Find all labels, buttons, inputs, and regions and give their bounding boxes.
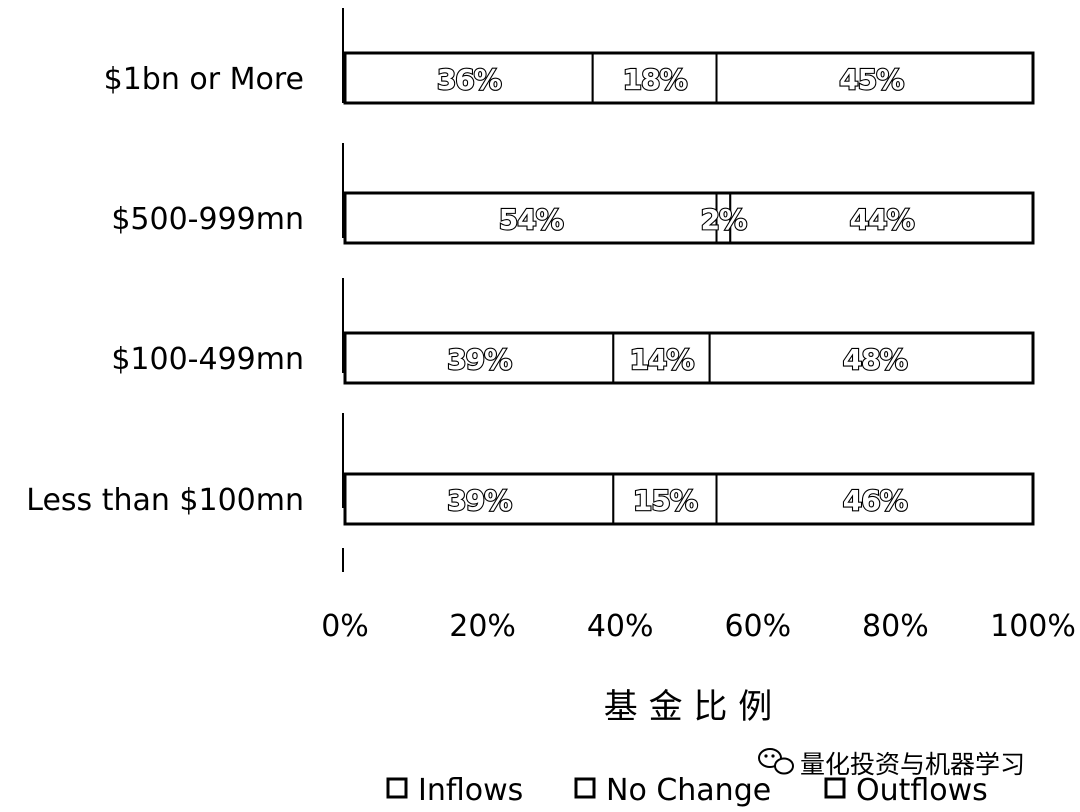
- category-labels: $1bn or More $500-999mn $100-499mn Less tha…: [26, 62, 304, 518]
- bar-segment-outflows: [729, 192, 1035, 244]
- category-label: Less than $100mn: [26, 483, 304, 518]
- x-tick-label: 0%: [321, 609, 369, 644]
- data-label: 45%: [839, 63, 904, 96]
- legend-swatch: [574, 777, 596, 799]
- category-label: $500-999mn: [111, 202, 304, 237]
- x-tick-label: 100%: [990, 609, 1076, 644]
- data-label: 54%: [499, 203, 564, 236]
- data-label: 18%: [623, 63, 688, 96]
- data-label: 15%: [633, 484, 698, 517]
- data-label: 36%: [437, 63, 502, 96]
- bar-outline: [343, 331, 1035, 385]
- x-tick-label: 20%: [449, 609, 516, 644]
- x-tick-labels: 0% 20% 40% 60% 80% 100%: [321, 609, 1076, 644]
- legend-swatch: [386, 777, 408, 799]
- data-label: 14%: [629, 343, 694, 376]
- x-tick-label: 40%: [587, 609, 654, 644]
- category-label: $1bn or More: [104, 62, 304, 97]
- data-label: 2%: [701, 203, 747, 236]
- bar-outline: [343, 472, 1035, 526]
- legend-label: No Change: [606, 773, 771, 808]
- wechat-icon: [758, 748, 794, 775]
- watermark-text: 量化投资与机器学习: [800, 750, 1025, 779]
- bar-outline: [343, 191, 1035, 245]
- bar-segment-outflows: [715, 473, 1035, 525]
- legend-label: Inflows: [418, 773, 523, 808]
- bars-group: 36% 18% 45% 54% 2% 44% 39% 14% 48% 39% 15% 46%: [343, 51, 1035, 526]
- data-label: 39%: [447, 343, 512, 376]
- data-label: 44%: [850, 203, 915, 236]
- data-label: 48%: [843, 343, 908, 376]
- watermark: 量化投资与机器学习: [758, 748, 1025, 779]
- bar-segment-no-change: [591, 52, 718, 104]
- bar-segment-inflows: [344, 192, 718, 244]
- x-tick-label: 60%: [724, 609, 791, 644]
- category-label: $100-499mn: [111, 342, 304, 377]
- legend: Inflows No Change Outflows: [386, 773, 988, 808]
- bar-outline: [343, 51, 1035, 105]
- data-label: 39%: [447, 484, 512, 517]
- x-axis-label: 基 金 比 例: [604, 687, 772, 727]
- data-label: 46%: [843, 484, 908, 517]
- bar-segment-inflows: [344, 332, 615, 384]
- legend-label: Outflows: [856, 773, 988, 808]
- legend-swatch: [824, 777, 846, 799]
- x-tick-label: 80%: [862, 609, 929, 644]
